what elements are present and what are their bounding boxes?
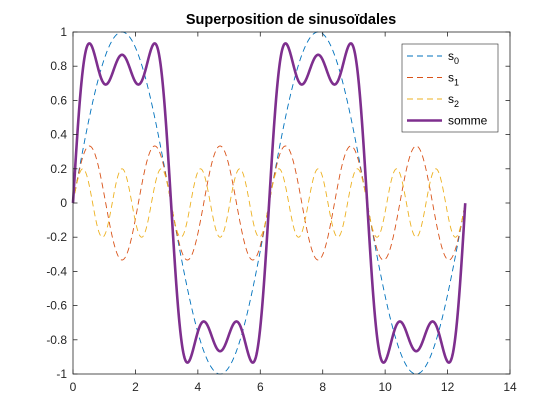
x-tick-label: 0 [70,380,77,394]
y-tick-label: -0.4 [46,264,67,278]
legend-label: somme [448,114,488,128]
y-tick-label: -0.6 [46,299,67,313]
y-tick-label: -0.2 [46,230,67,244]
x-tick-label: 2 [132,380,139,394]
x-axis-ticks: 0 2 4 6 8 10 12 14 [70,32,517,394]
y-axis-ticks: -1 -0.8 -0.6 -0.4 -0.2 0 0.2 0.4 0.6 0.8 1 [46,25,510,381]
x-tick-label: 4 [195,380,202,394]
y-tick-label: 0.4 [50,128,67,142]
legend-label: s1 [448,71,459,88]
legend-box [401,43,499,133]
x-tick-label: 14 [503,380,517,394]
x-tick-label: 6 [257,380,264,394]
x-tick-label: 8 [319,380,326,394]
chart-title: Superposition de sinusoïdales [186,12,396,28]
legend-label: s2 [448,92,459,109]
x-tick-label: 12 [441,380,455,394]
series-layer [71,31,467,375]
y-tick-label: -1 [56,367,67,381]
series-line-somme [71,42,467,364]
x-tick-label: 10 [378,380,392,394]
legend-label: s0 [448,49,459,66]
y-tick-label: 0 [60,196,67,210]
y-tick-label: 0.8 [50,59,67,73]
y-tick-label: 0.2 [50,162,67,176]
y-tick-label: 0.6 [50,93,67,107]
y-tick-label: 1 [60,25,67,39]
legend: s0 s1 s2 somme [401,43,499,133]
y-tick-label: -0.8 [46,333,67,347]
